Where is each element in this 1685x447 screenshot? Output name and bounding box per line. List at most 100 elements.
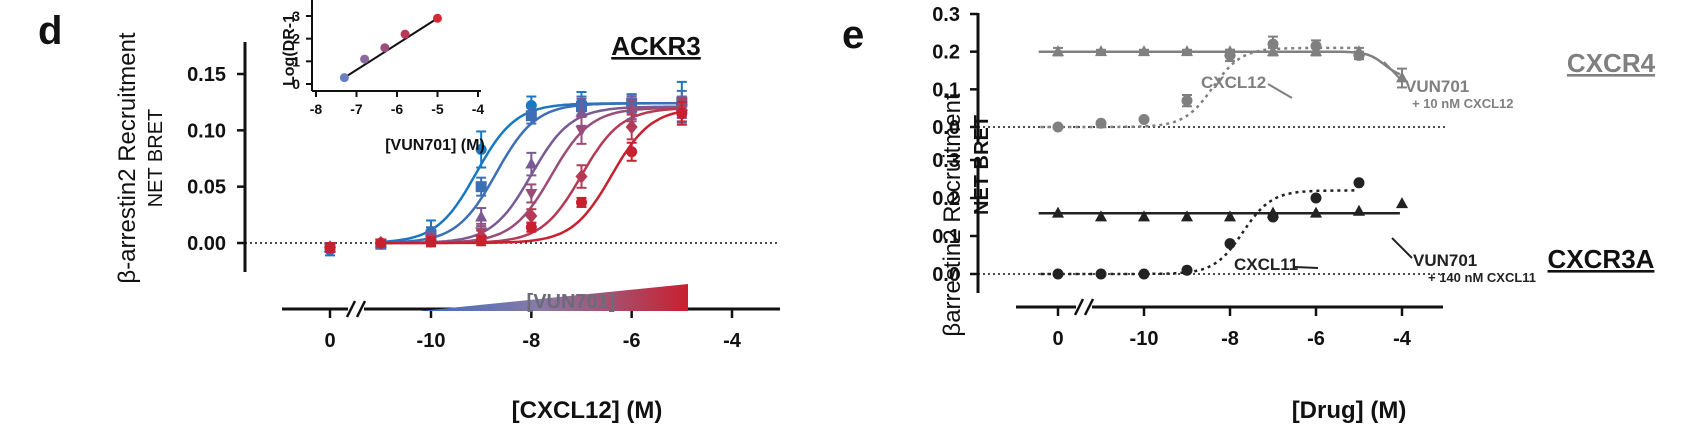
e-bot-data-point-series-1 (1180, 210, 1194, 222)
d-data-point-series-4 (575, 169, 588, 184)
d-vun701-gradient-wedge (420, 284, 688, 311)
e-top-data-point-series-0 (1138, 113, 1150, 125)
e-top-fit-curve-0 (1038, 46, 1357, 129)
e-bot-data-point-series-0 (1353, 177, 1365, 189)
e-top-y-tick-label: 0.3 (932, 4, 960, 26)
e-bottom-drug-leader (1391, 237, 1413, 259)
e-bot-y-tick-label: 0.0 (932, 264, 960, 286)
e-top-y-tick-label: 0.2 (932, 42, 960, 64)
d-x-axis-break-slash-2 (355, 300, 367, 318)
e-x-tick-label: -6 (1307, 328, 1325, 350)
e-x-tick-label: -4 (1393, 328, 1412, 350)
e-x-axis-break-slash-1 (1073, 298, 1085, 316)
e-top-plot (1038, 35, 1409, 133)
d-inset-data-point (360, 54, 370, 64)
d-data-point-series-5 (475, 235, 487, 247)
d-y-tick-label: 0.10 (187, 120, 226, 142)
e-top-axes: 0.0 0.1 0.2 0.3 (932, 4, 1445, 142)
d-ylabel-main: β-arrestin2 Recruitment (114, 32, 141, 284)
e-top-data-point-series-1 (1266, 45, 1280, 57)
d-x-tick-label: -6 (623, 330, 641, 352)
d-inset-ylabel: Log(DR-1 (281, 14, 298, 86)
d-data-point-series-5 (525, 221, 537, 233)
e-bottom-ligand-leader (1294, 266, 1319, 269)
e-bot-data-point-series-1 (1223, 210, 1237, 222)
e-top-data-point-series-1 (1094, 45, 1108, 57)
e-top-data-point-series-0 (1052, 121, 1064, 133)
d-y-tick-label: 0.15 (187, 64, 226, 86)
e-bot-data-point-series-1 (1352, 204, 1366, 216)
d-data-point-series-2 (475, 210, 488, 222)
d-x-axis-break-slash-1 (345, 300, 357, 318)
e-bottom-receptor: CXCR3A (1548, 244, 1655, 274)
e-top-data-point-series-1 (1223, 45, 1237, 57)
e-bot-y-tick-label: 0.2 (932, 188, 960, 210)
d-x-tick-label: -8 (522, 330, 540, 352)
e-top-drug-leader (1383, 61, 1404, 83)
e-bottom-drug-sub: + 140 nM CXCL11 (1428, 270, 1536, 285)
e-top-data-point-series-1 (1309, 45, 1323, 57)
e-bottom-ligand-label: CXCL11 (1234, 255, 1298, 274)
e-top-ligand-leader (1267, 83, 1293, 99)
e-bot-data-point-series-0 (1310, 192, 1322, 204)
d-gradient-label: [VUN701] (527, 291, 616, 313)
d-x-tick-label: -4 (723, 330, 742, 352)
e-bot-data-point-series-1 (1395, 197, 1409, 209)
d-inset-x-tick-label: -6 (391, 101, 404, 117)
e-ylabel-sub: NET BRET (971, 115, 993, 215)
e-top-data-point-series-1 (1395, 71, 1409, 83)
e-top-drug-sub: + 10 nM CXCL12 (1412, 96, 1514, 111)
d-x-tick-label: 0 (324, 330, 335, 352)
panel-letter-e: e (842, 13, 864, 57)
e-bottom-drug-label: VUN701 (1413, 251, 1477, 270)
d-inset-plot: 0 1 2 3 -8 -7 -6 -5 -4 (292, 0, 484, 117)
e-bot-data-point-series-1 (1137, 210, 1151, 222)
d-ylabel-sub: NET BRET (145, 109, 167, 208)
d-inset-y-tick-label: 2 (292, 31, 300, 47)
d-inset-y-tick-label: 0 (292, 76, 300, 92)
d-data-point-series-0 (475, 143, 487, 155)
e-bot-data-point-series-1 (1051, 206, 1065, 218)
d-y-tick-label: 0.00 (187, 233, 226, 255)
d-inset-data-point (433, 13, 442, 23)
e-bot-data-point-series-0 (1095, 268, 1107, 280)
e-x-axis-break-gap (1076, 297, 1092, 317)
panel-letter-d: d (38, 9, 62, 53)
d-x-axis-break-gap (348, 299, 364, 319)
d-y-tick-label: 0.05 (187, 177, 226, 199)
e-top-fit-curve-1 (1038, 50, 1401, 76)
d-inset-x-tick-label: -7 (350, 101, 363, 117)
e-top-y-tick-label: 0.0 (932, 117, 960, 139)
d-inset-fit-line (343, 17, 439, 79)
e-bot-data-point-series-0 (1138, 268, 1150, 280)
d-data-point-series-5 (626, 146, 638, 158)
panel-e: e βarrestin2 Recruitment NET BRET 0.0 0.1… (842, 4, 1656, 424)
d-data-point-series-2 (525, 157, 538, 169)
e-bot-y-tick-label: 0.1 (932, 226, 960, 248)
d-data-point-series-5 (425, 236, 437, 248)
d-points (323, 80, 688, 257)
e-bot-data-point-series-0 (1052, 268, 1064, 280)
d-xlabel: [CXCL12] (M) (512, 397, 663, 424)
d-inset-x-tick-label: -5 (431, 101, 444, 117)
d-data-point-series-5 (676, 107, 688, 119)
d-data-point-series-1 (525, 110, 537, 122)
e-top-data-point-series-1 (1352, 45, 1366, 57)
d-data-point-series-3 (625, 106, 638, 118)
panel-d: d β-arrestin2 Recruitment NET BRET ACKR3… (38, 0, 780, 424)
d-x-tick-label: -10 (417, 330, 446, 352)
d-data-point-series-5 (324, 242, 336, 254)
e-x-tick-label: -8 (1221, 328, 1239, 350)
d-data-point-series-5 (375, 237, 387, 249)
e-bot-data-point-series-1 (1094, 210, 1108, 222)
e-x-axis-break-slash-2 (1083, 298, 1095, 316)
e-top-data-point-series-1 (1051, 45, 1065, 57)
e-top-y-tick-label: 0.1 (932, 79, 960, 101)
d-inset-y-tick-label: 3 (292, 8, 300, 24)
e-bottom-axes: 0.0 0.1 0.2 0.3 0 -10 -8 -6 -4 (932, 150, 1445, 350)
d-inset-y-tick-label: 1 (292, 53, 300, 69)
e-bot-y-tick-label: 0.3 (932, 150, 960, 172)
e-top-drug-label: VUN701 (1405, 77, 1469, 96)
d-inset-xlabel: [VUN701] (M) (385, 137, 485, 154)
